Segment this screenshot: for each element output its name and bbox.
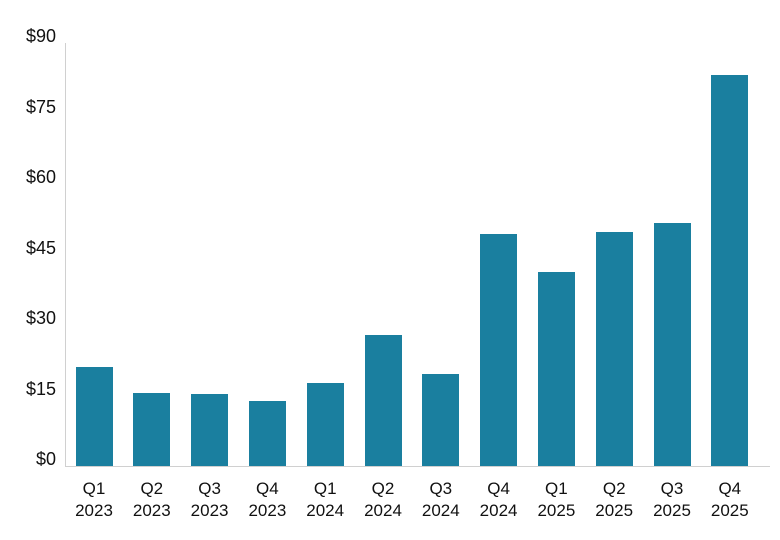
bar bbox=[191, 394, 229, 466]
x-tick-quarter: Q1 bbox=[82, 479, 106, 498]
bar bbox=[537, 272, 575, 466]
x-tick-quarter: Q4 bbox=[718, 479, 742, 498]
x-tick-quarter: Q2 bbox=[371, 479, 395, 498]
y-tick-label: $90 bbox=[25, 26, 56, 46]
y-tick-label: $75 bbox=[25, 96, 56, 117]
x-tick-year: 2023 bbox=[190, 501, 229, 520]
bar bbox=[306, 383, 344, 466]
x-tick-label: Q4 2025 bbox=[700, 478, 760, 522]
x-tick-year: 2025 bbox=[710, 501, 749, 520]
y-tick-label: $0 bbox=[35, 449, 56, 469]
bar bbox=[364, 335, 402, 466]
bar bbox=[248, 401, 286, 466]
x-tick-label: Q3 2023 bbox=[180, 478, 240, 522]
x-tick-year: 2024 bbox=[364, 501, 402, 520]
x-tick-label: Q3 2025 bbox=[642, 478, 702, 522]
y-tick-label: $45 bbox=[25, 237, 56, 258]
bar bbox=[595, 232, 633, 466]
x-tick-year: 2025 bbox=[653, 501, 691, 520]
y-tick-label: $30 bbox=[25, 308, 56, 328]
x-tick-label: Q1 2023 bbox=[64, 478, 124, 522]
x-tick-quarter: Q3 bbox=[429, 479, 453, 498]
bar bbox=[133, 393, 171, 466]
x-tick-label: Q3 2024 bbox=[411, 478, 471, 522]
x-tick-year: 2024 bbox=[421, 501, 460, 520]
x-tick-year: 2025 bbox=[595, 501, 634, 520]
y-axis-line bbox=[65, 43, 66, 466]
bar bbox=[422, 374, 460, 466]
x-tick-quarter: Q2 bbox=[140, 479, 164, 498]
x-tick-year: 2025 bbox=[537, 501, 576, 520]
x-tick-quarter: Q2 bbox=[602, 479, 626, 498]
x-tick-quarter: Q3 bbox=[660, 479, 684, 498]
y-tick-label: $15 bbox=[25, 378, 56, 399]
bar bbox=[711, 74, 749, 466]
bar bbox=[653, 223, 691, 466]
y-tick-label: $60 bbox=[25, 167, 56, 187]
x-tick-year: 2024 bbox=[479, 501, 518, 520]
bar bbox=[75, 367, 113, 466]
x-tick-year: 2023 bbox=[132, 501, 171, 520]
x-tick-label: Q1 2025 bbox=[526, 478, 586, 522]
x-tick-quarter: Q1 bbox=[545, 479, 568, 498]
x-tick-year: 2023 bbox=[75, 501, 113, 520]
x-tick-quarter: Q3 bbox=[198, 479, 221, 498]
x-tick-year: 2023 bbox=[248, 501, 287, 520]
x-axis-line bbox=[65, 466, 770, 467]
x-tick-label: Q2 2025 bbox=[584, 478, 644, 522]
x-tick-label: Q2 2023 bbox=[122, 478, 182, 522]
x-tick-label: Q4 2024 bbox=[469, 478, 529, 522]
x-tick-year: 2024 bbox=[306, 501, 345, 520]
x-tick-quarter: Q1 bbox=[313, 479, 337, 498]
x-tick-label: Q1 2024 bbox=[295, 478, 355, 522]
x-tick-label: Q2 2024 bbox=[353, 478, 413, 522]
bar bbox=[480, 234, 518, 466]
x-tick-quarter: Q4 bbox=[487, 479, 510, 498]
x-tick-quarter: Q4 bbox=[256, 479, 279, 498]
x-tick-label: Q4 2023 bbox=[237, 478, 297, 522]
